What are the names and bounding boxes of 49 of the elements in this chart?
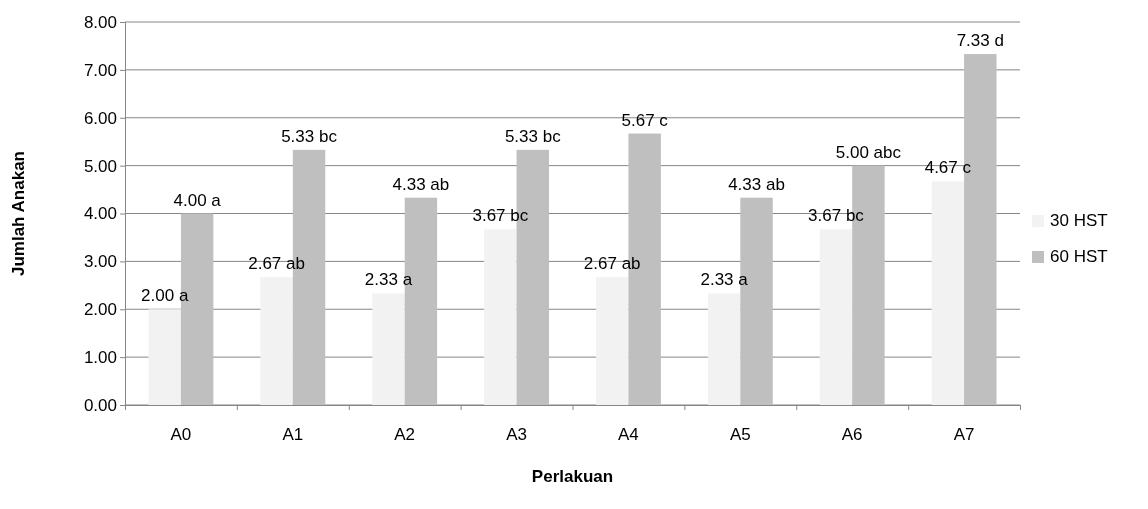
y-tick-label: 0.00 xyxy=(83,395,117,415)
data-label: 2.67 ab xyxy=(248,254,305,274)
data-label: 2.33 a xyxy=(364,270,413,290)
legend-label: 60 HST xyxy=(1050,247,1108,266)
y-tick-label: 7.00 xyxy=(83,60,117,80)
data-label: 4.00 a xyxy=(173,190,222,210)
x-tick-label: A6 xyxy=(841,425,863,444)
y-tick-label: 5.00 xyxy=(83,156,117,176)
bar xyxy=(707,293,741,405)
x-tick-label: A2 xyxy=(394,425,416,444)
data-label: 3.67 bc xyxy=(472,206,529,226)
data-label: 5.67 c xyxy=(621,110,669,130)
y-axis-title: Jumlah Anakan xyxy=(9,150,28,277)
data-label: 4.67 c xyxy=(924,158,972,178)
data-label: 2.33 a xyxy=(700,270,749,290)
bar xyxy=(740,197,773,405)
bar xyxy=(484,229,517,405)
data-label: 4.33 ab xyxy=(392,174,450,194)
bar xyxy=(595,277,629,405)
bar xyxy=(964,54,997,405)
data-label: 5.33 bc xyxy=(281,126,338,146)
x-tick-label: A3 xyxy=(506,425,527,444)
y-tick-label: 3.00 xyxy=(83,252,117,272)
bar xyxy=(931,181,965,405)
data-label: 2.00 a xyxy=(141,286,189,306)
y-tick-label: 6.00 xyxy=(83,108,117,128)
data-label: 5.00 abc xyxy=(835,142,902,162)
data-label: 2.67 ab xyxy=(583,254,641,274)
data-label: 3.67 bc xyxy=(808,206,865,226)
bar xyxy=(180,213,214,405)
bar xyxy=(819,229,853,405)
legend-label: 30 HST xyxy=(1050,211,1108,230)
x-tick-label: A0 xyxy=(170,425,192,444)
data-label: 7.33 d xyxy=(956,31,1004,51)
y-tick-label: 4.00 xyxy=(83,204,117,224)
y-tick-label: 8.00 xyxy=(83,12,117,32)
bar xyxy=(404,197,438,405)
x-tick-label: A4 xyxy=(618,425,639,444)
x-tick-label: A7 xyxy=(953,425,975,444)
x-tick-label: A1 xyxy=(282,425,304,444)
bar xyxy=(260,277,293,405)
y-tick-label: 1.00 xyxy=(83,348,117,368)
bar xyxy=(372,293,405,405)
x-tick-label: A5 xyxy=(729,425,751,444)
bar xyxy=(148,309,181,405)
data-label: 5.33 bc xyxy=(504,126,562,146)
y-tick-label: 2.00 xyxy=(83,300,117,320)
data-label: 4.33 ab xyxy=(728,174,785,194)
x-axis-title: Perlakuan xyxy=(531,467,614,486)
